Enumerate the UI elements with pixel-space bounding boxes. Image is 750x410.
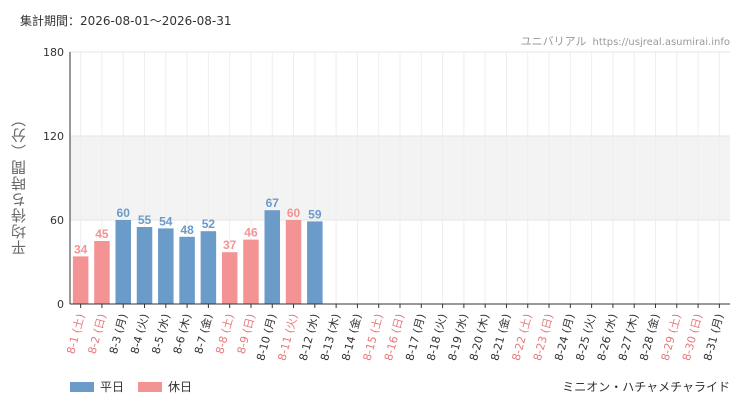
bar-value-label: 54 (159, 214, 173, 228)
x-tick-label: 8-6 (木) (171, 312, 194, 355)
x-tick-label: 8-31 (月) (701, 312, 726, 362)
bar-value-label: 34 (74, 242, 88, 256)
legend-holiday-label: 休日 (168, 380, 193, 394)
legend-holiday-swatch (138, 381, 163, 392)
bar-value-label: 48 (180, 223, 194, 237)
x-tick-label: 8-9 (日) (235, 312, 258, 355)
bar (285, 220, 302, 304)
y-tick-label: 180 (43, 46, 64, 59)
x-tick-label: 8-27 (木) (616, 312, 641, 362)
x-tick-label: 8-29 (土) (659, 312, 684, 362)
y-tick-label: 0 (57, 298, 64, 311)
x-tick-label: 8-15 (土) (361, 312, 386, 362)
bar (158, 228, 174, 304)
legend: 平日 休日 (70, 378, 206, 395)
x-tick-label: 8-16 (日) (382, 312, 407, 362)
x-tick-label: 8-19 (水) (446, 312, 471, 362)
x-tick-label: 8-1 (土) (64, 312, 87, 355)
x-tick-label: 8-7 (金) (191, 312, 215, 355)
x-tick-label: 8-18 (火) (424, 312, 449, 362)
legend-holiday[interactable]: 休日 (138, 378, 192, 395)
x-tick-label: 8-21 (金) (487, 312, 513, 362)
bar (115, 220, 131, 304)
bar-value-label: 60 (117, 206, 131, 220)
x-tick-label: 8-3 (月) (107, 312, 130, 355)
x-tick-label: 8-26 (水) (595, 312, 620, 362)
x-tick-label: 8-28 (金) (636, 312, 662, 362)
bar-value-label: 67 (266, 196, 280, 210)
y-tick-label: 60 (50, 214, 64, 227)
bar-value-label: 46 (244, 226, 258, 240)
x-tick-label: 8-17 (月) (403, 312, 428, 362)
y-tick-label: 120 (43, 130, 64, 143)
bar (94, 241, 110, 304)
bar-value-label: 52 (202, 217, 216, 231)
x-tick-label: 8-20 (木) (467, 312, 492, 362)
x-tick-label: 8-25 (火) (574, 312, 599, 362)
bar (221, 252, 238, 304)
legend-weekday-label: 平日 (100, 380, 125, 394)
x-tick-label: 8-2 (日) (86, 312, 109, 355)
x-tick-label: 8-14 (金) (338, 312, 364, 362)
bar-value-label: 59 (308, 207, 322, 221)
x-tick-label: 8-30 (日) (680, 312, 705, 362)
x-tick-label: 8-4 (火) (128, 312, 151, 355)
site-url[interactable]: https://usjreal.asumirai.info (592, 37, 730, 48)
x-tick-label: 8-5 (水) (150, 312, 173, 355)
x-tick-label: 8-11 (火) (275, 312, 300, 362)
x-tick-label: 8-24 (月) (552, 312, 577, 362)
bar (243, 239, 259, 304)
x-tick-label: 8-8 (土) (213, 312, 236, 355)
bar (264, 210, 281, 304)
bar (179, 236, 195, 304)
site-name: ユニバリアル (520, 35, 587, 48)
bar-value-label: 37 (223, 238, 237, 252)
legend-weekday-swatch (70, 381, 94, 392)
x-tick-label: 8-23 (日) (531, 312, 556, 362)
bar (200, 231, 217, 304)
bar (307, 221, 323, 304)
x-tick-label: 8-22 (土) (510, 312, 535, 362)
legend-weekday[interactable]: 平日 (70, 378, 124, 395)
period-label: 集計期間：2026-08-01～2026-08-31 (20, 14, 232, 28)
bar-value-label: 45 (95, 227, 109, 241)
x-tick-label: 8-10 (月) (254, 312, 279, 362)
bar (136, 227, 153, 304)
site-credit[interactable]: ユニバリアル https://usjreal.asumirai.info (521, 33, 730, 49)
bar-value-label: 55 (138, 213, 152, 227)
x-tick-label: 8-13 (木) (318, 312, 343, 362)
bar-value-label: 60 (287, 206, 301, 220)
bar (72, 256, 89, 304)
x-tick-label: 8-12 (水) (297, 312, 322, 362)
attraction-name: ミニオン・ハチャメチャライド (562, 380, 730, 394)
